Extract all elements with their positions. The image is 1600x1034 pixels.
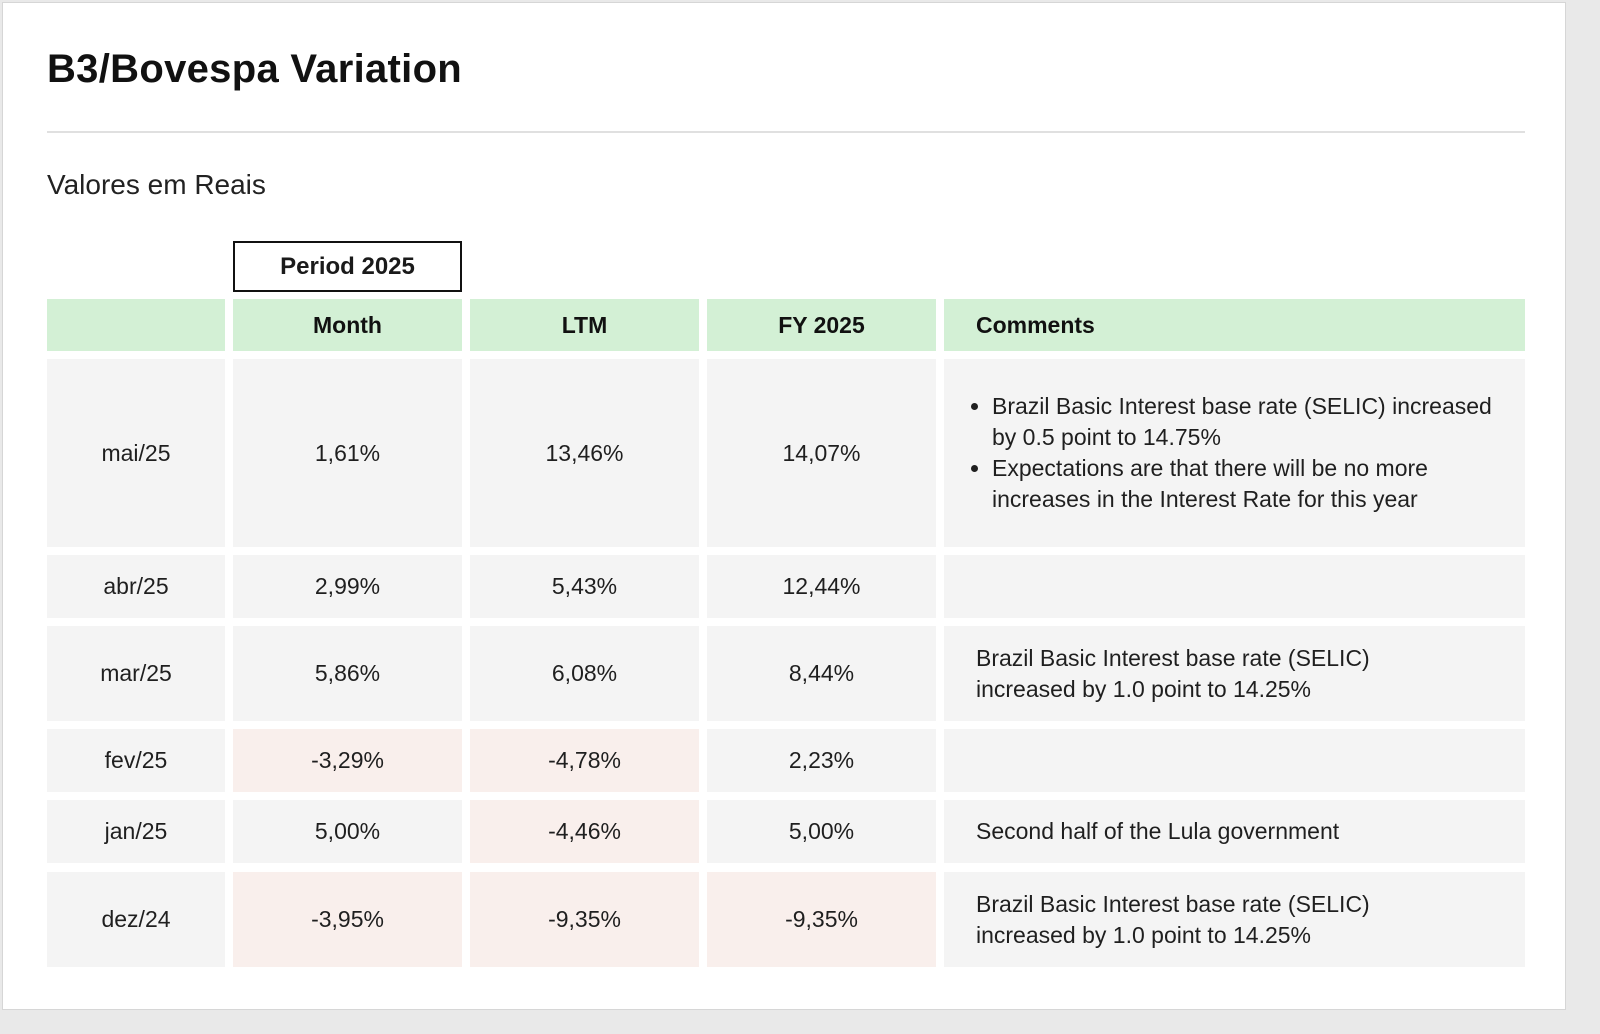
row-month: -3,29%	[233, 729, 462, 792]
header-date	[47, 299, 225, 351]
row-comment	[944, 729, 1525, 792]
row-fy: 8,44%	[707, 626, 936, 721]
header-comments: Comments	[944, 299, 1525, 351]
row-ltm: 6,08%	[470, 626, 699, 721]
row-fy: 5,00%	[707, 800, 936, 863]
row-date: mai/25	[47, 359, 225, 547]
row-fy: 12,44%	[707, 555, 936, 618]
row-month: 2,99%	[233, 555, 462, 618]
row-comment: Brazil Basic Interest base rate (SELIC) …	[944, 872, 1525, 967]
row-ltm: -4,46%	[470, 800, 699, 863]
row-fy: 14,07%	[707, 359, 936, 547]
row-ltm: 5,43%	[470, 555, 699, 618]
report-card: B3/Bovespa Variation Valores em Reais Pe…	[2, 2, 1566, 1010]
row-date: mar/25	[47, 626, 225, 721]
row-month: 5,00%	[233, 800, 462, 863]
header-ltm: LTM	[470, 299, 699, 351]
period-label: Period 2025	[233, 241, 462, 292]
row-date: jan/25	[47, 800, 225, 863]
header-fy: FY 2025	[707, 299, 936, 351]
row-fy: 2,23%	[707, 729, 936, 792]
row-ltm: -4,78%	[470, 729, 699, 792]
row-month: 5,86%	[233, 626, 462, 721]
title-divider	[47, 131, 1525, 133]
row-comment: Second half of the Lula government	[944, 800, 1525, 863]
row-date: fev/25	[47, 729, 225, 792]
row-date: abr/25	[47, 555, 225, 618]
row-month: -3,95%	[233, 872, 462, 967]
row-ltm: -9,35%	[470, 872, 699, 967]
header-month: Month	[233, 299, 462, 351]
row-comment: Brazil Basic Interest base rate (SELIC) …	[944, 626, 1525, 721]
row-comment: Brazil Basic Interest base rate (SELIC) …	[944, 359, 1525, 547]
row-date: dez/24	[47, 872, 225, 967]
comment-bullet: Brazil Basic Interest base rate (SELIC) …	[992, 391, 1501, 453]
page-title: B3/Bovespa Variation	[47, 47, 463, 91]
comment-bullet-list: Brazil Basic Interest base rate (SELIC) …	[954, 391, 1501, 515]
row-comment	[944, 555, 1525, 618]
row-fy: -9,35%	[707, 872, 936, 967]
comment-bullet: Expectations are that there will be no m…	[992, 453, 1501, 515]
row-month: 1,61%	[233, 359, 462, 547]
row-ltm: 13,46%	[470, 359, 699, 547]
currency-subtitle: Valores em Reais	[47, 169, 266, 200]
